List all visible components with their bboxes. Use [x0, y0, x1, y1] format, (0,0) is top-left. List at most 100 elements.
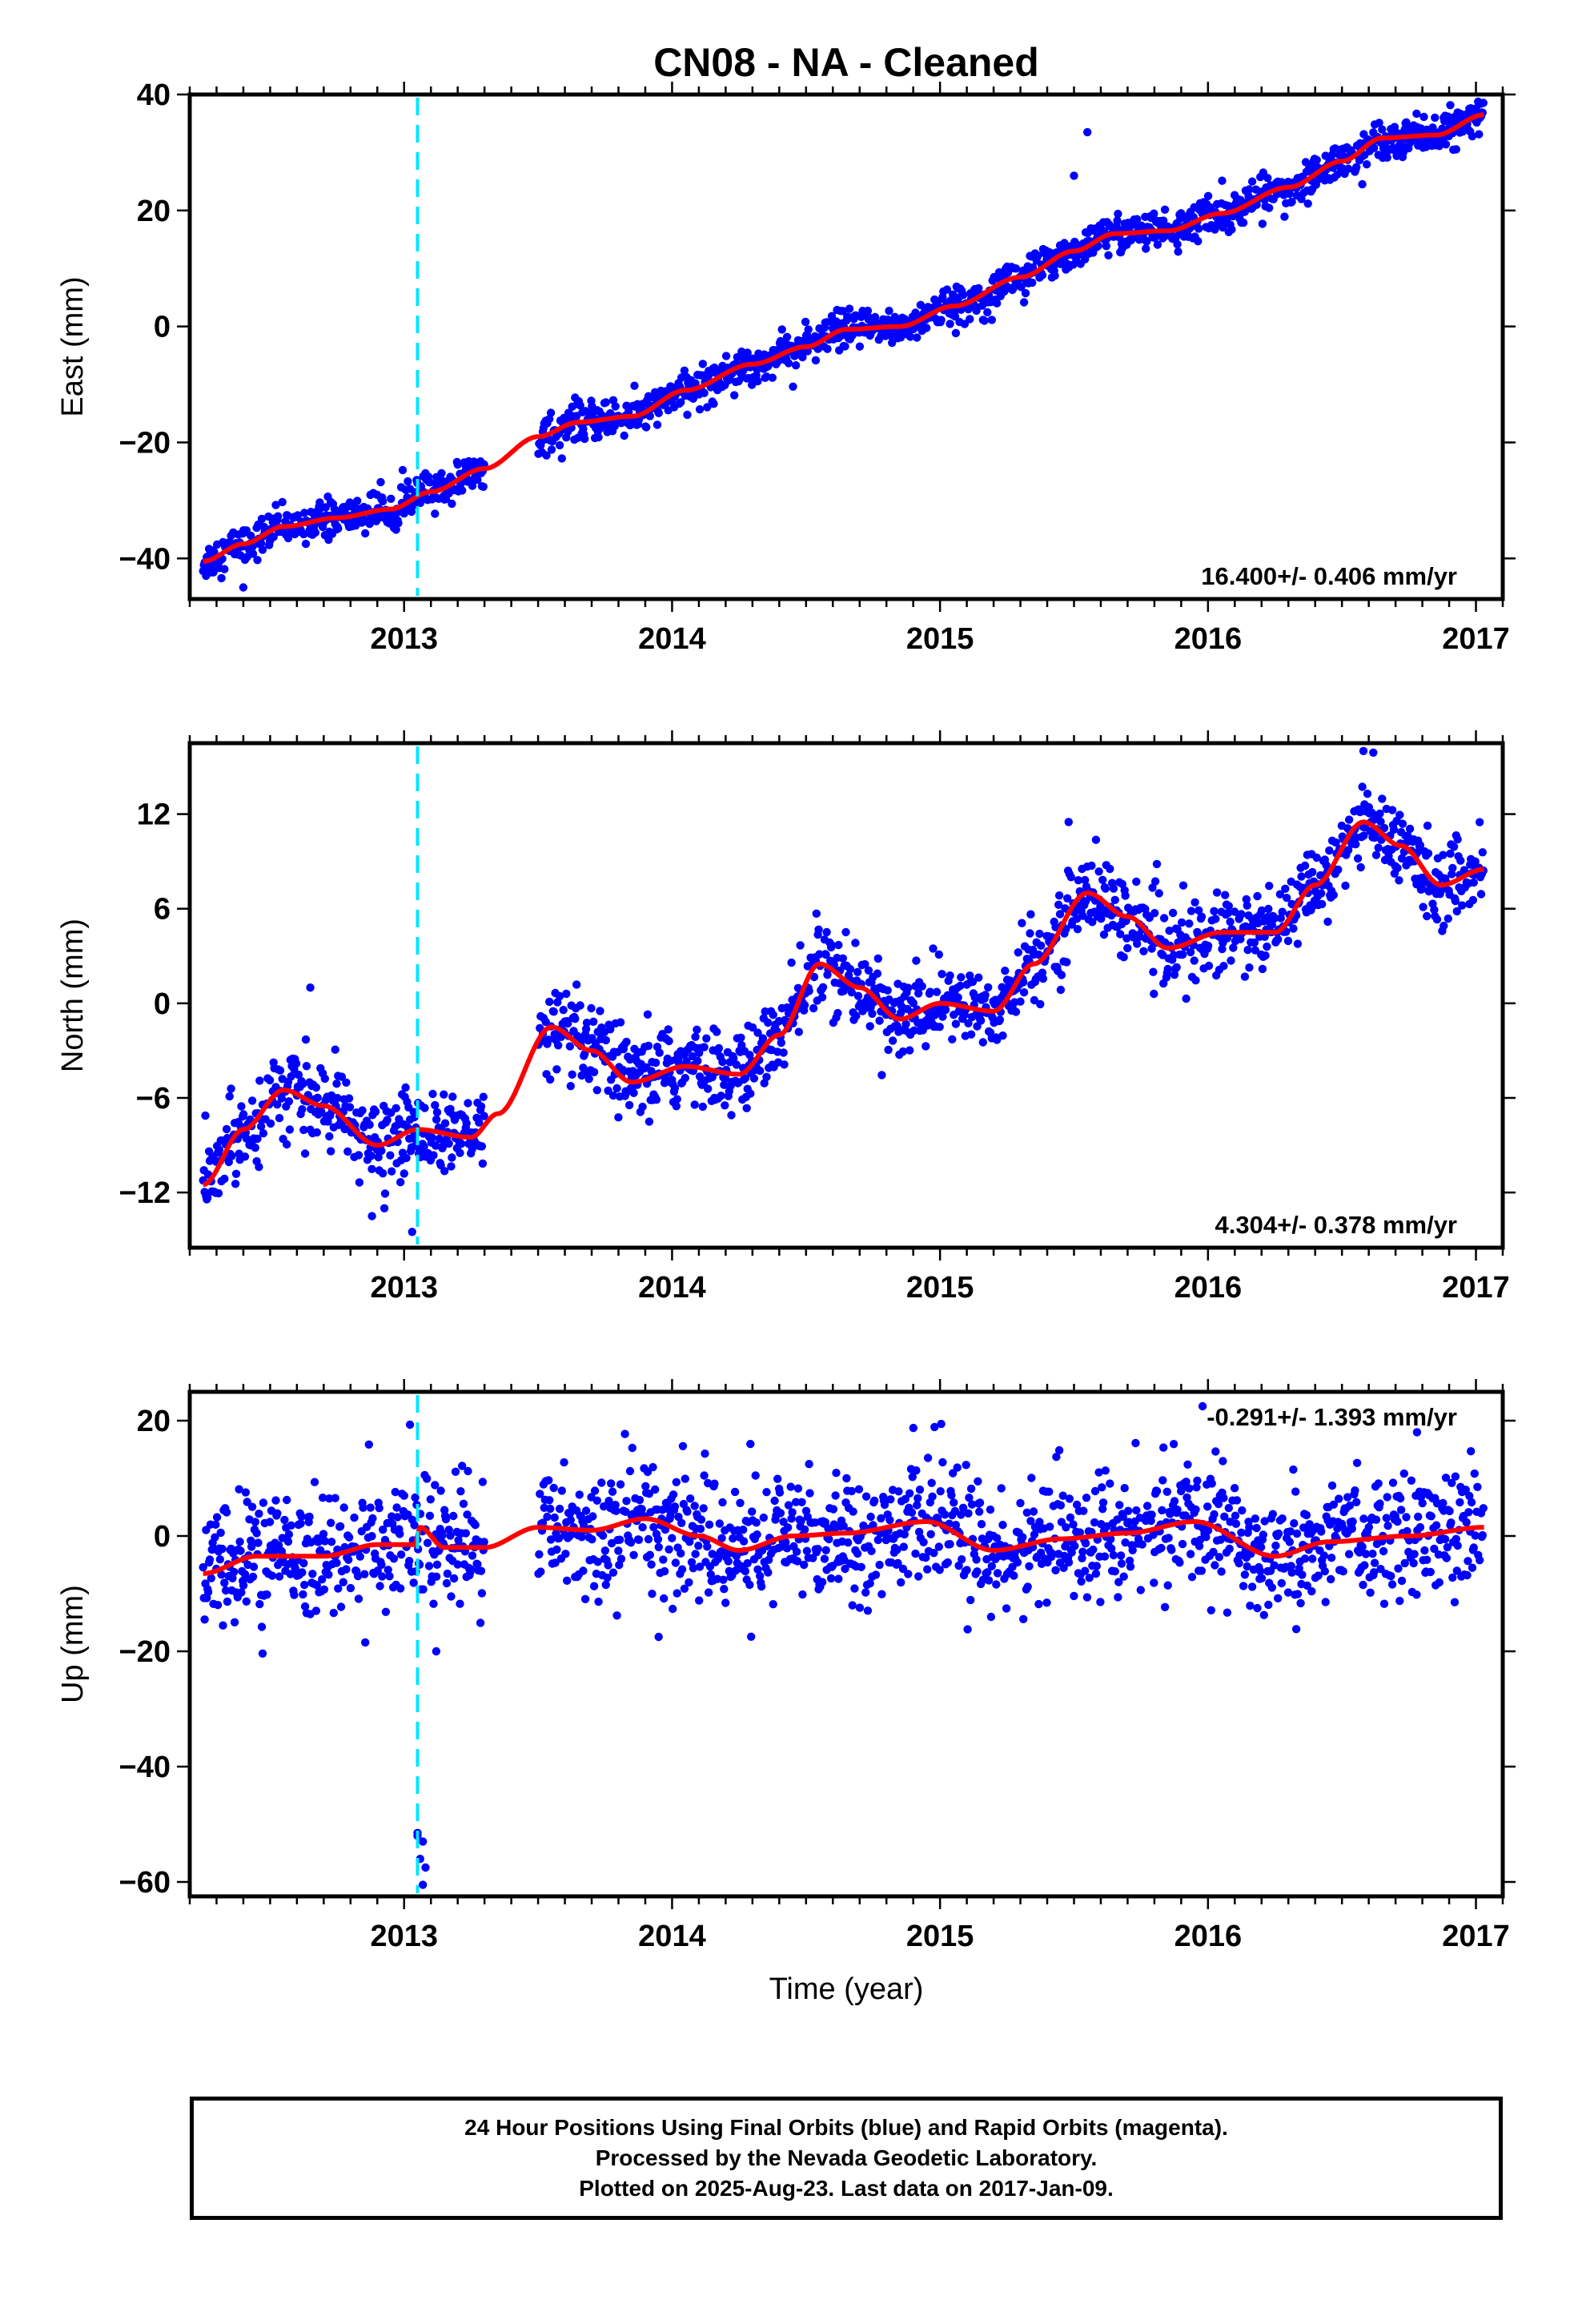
- up-point: [1232, 1496, 1242, 1505]
- up-point: [1320, 1566, 1330, 1576]
- north-point: [714, 1043, 724, 1053]
- up-point: [938, 1458, 947, 1467]
- north-point: [1018, 919, 1026, 927]
- up-point: [1114, 1593, 1122, 1602]
- up-point: [222, 1508, 231, 1517]
- up-point: [908, 1473, 917, 1482]
- north-point: [582, 1019, 592, 1027]
- up-point: [327, 1518, 335, 1527]
- north-point: [371, 1108, 380, 1116]
- north-point: [220, 1174, 229, 1184]
- north-point: [294, 1070, 303, 1080]
- north-point: [1147, 944, 1156, 953]
- east-point: [709, 400, 718, 408]
- north-point: [428, 1133, 436, 1142]
- north-point: [809, 972, 819, 982]
- up-point: [1321, 1598, 1330, 1606]
- up-point: [1051, 1566, 1060, 1575]
- north-point: [448, 1092, 457, 1101]
- north-point: [929, 944, 938, 953]
- up-point: [1370, 1558, 1379, 1567]
- up-point: [594, 1597, 603, 1606]
- north-x-tick-label: 2013: [370, 1271, 438, 1305]
- north-point: [704, 1084, 713, 1093]
- up-point: [467, 1565, 476, 1574]
- east-point: [293, 511, 303, 520]
- up-point: [236, 1546, 245, 1555]
- up-point: [1070, 1591, 1078, 1601]
- up-point: [685, 1578, 693, 1587]
- up-point: [773, 1474, 782, 1483]
- north-point: [402, 1153, 411, 1163]
- up-point: [825, 1534, 833, 1544]
- up-point: [612, 1506, 620, 1515]
- up-point: [247, 1542, 256, 1551]
- north-point: [435, 1134, 444, 1144]
- north-point: [1371, 850, 1381, 859]
- up-point: [1167, 1546, 1176, 1554]
- north-point: [713, 1027, 721, 1036]
- up-point: [1101, 1466, 1110, 1475]
- up-point: [1471, 1531, 1480, 1540]
- north-point: [587, 1003, 596, 1013]
- north-point: [1439, 921, 1448, 931]
- north-point: [1178, 950, 1187, 959]
- east-point: [1034, 251, 1042, 260]
- north-point: [665, 1036, 673, 1046]
- up-point: [1467, 1498, 1476, 1507]
- east-point: [1245, 185, 1254, 194]
- north-point: [727, 1111, 736, 1120]
- east-point: [557, 454, 566, 463]
- east-point: [1159, 216, 1168, 225]
- up-point: [743, 1558, 752, 1568]
- up-point: [1344, 1550, 1354, 1558]
- up-point: [717, 1547, 725, 1556]
- east-point: [863, 306, 873, 316]
- east-point: [937, 316, 946, 324]
- east-point: [468, 481, 477, 490]
- east-y-tick-label: 0: [154, 311, 171, 344]
- north-point: [1331, 838, 1340, 847]
- north-outlier-point: [1359, 746, 1368, 755]
- north-point: [873, 969, 882, 978]
- north-point: [1197, 912, 1207, 921]
- north-point: [1237, 910, 1246, 919]
- up-point: [660, 1594, 669, 1603]
- up-point: [973, 1567, 982, 1576]
- up-point: [651, 1485, 660, 1494]
- up-point: [1277, 1578, 1287, 1588]
- north-point: [966, 1030, 976, 1039]
- up-point: [443, 1569, 452, 1578]
- up-point: [857, 1562, 865, 1572]
- north-point: [201, 1111, 210, 1120]
- up-point: [1215, 1553, 1224, 1562]
- east-y-axis-label: East (mm): [56, 276, 90, 416]
- up-point: [1138, 1540, 1146, 1549]
- up-outlier-point: [654, 1632, 663, 1642]
- north-point: [814, 925, 823, 935]
- up-point: [1023, 1582, 1032, 1591]
- east-point: [743, 348, 752, 357]
- up-point: [598, 1531, 608, 1540]
- north-point: [643, 1010, 652, 1019]
- up-point: [871, 1570, 881, 1579]
- east-point: [299, 529, 308, 539]
- north-point: [1300, 861, 1310, 870]
- north-point: [1322, 861, 1331, 870]
- north-point: [779, 1048, 788, 1057]
- north-point: [313, 1093, 322, 1103]
- up-point: [913, 1494, 922, 1503]
- east-point: [321, 503, 330, 512]
- north-point: [477, 1142, 487, 1151]
- up-point: [1435, 1578, 1444, 1587]
- up-point: [634, 1535, 644, 1545]
- north-point: [827, 941, 837, 950]
- north-point: [777, 1038, 785, 1047]
- east-point: [1114, 209, 1122, 219]
- up-point: [211, 1520, 220, 1530]
- north-point: [1074, 876, 1083, 885]
- east-point: [256, 539, 266, 548]
- north-point: [237, 1102, 246, 1111]
- east-point: [801, 317, 810, 327]
- north-point: [581, 1024, 591, 1034]
